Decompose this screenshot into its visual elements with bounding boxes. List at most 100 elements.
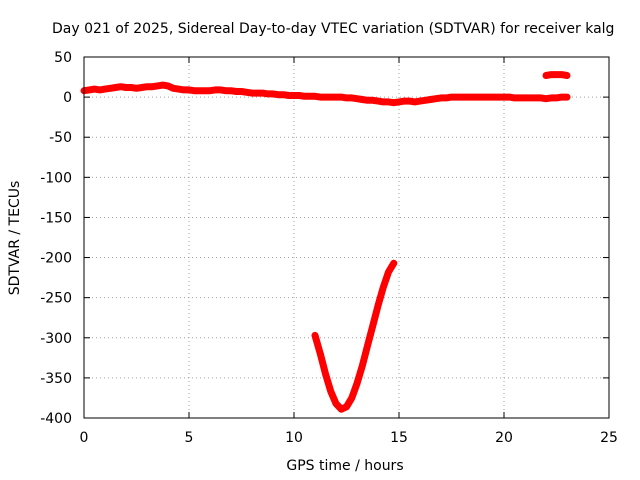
data-point xyxy=(553,71,560,78)
data-point xyxy=(564,72,570,79)
y-tick-label: -100 xyxy=(40,170,72,186)
y-tick-label: -300 xyxy=(40,331,72,347)
data-point xyxy=(159,82,166,89)
plot-frame xyxy=(83,56,610,419)
data-point xyxy=(564,94,570,101)
data-point xyxy=(327,388,334,395)
data-point xyxy=(390,99,397,106)
data-point xyxy=(553,94,560,101)
data-point xyxy=(453,94,460,101)
data-point xyxy=(249,90,255,97)
data-point xyxy=(154,82,161,89)
data-point xyxy=(270,90,276,97)
data-point xyxy=(548,71,555,78)
data-point xyxy=(490,94,497,101)
x-tick-label: 10 xyxy=(285,430,303,446)
data-point xyxy=(217,86,224,93)
data-point xyxy=(327,94,334,101)
data-point xyxy=(506,94,513,101)
data-point xyxy=(296,92,303,99)
y-tick-label: 0 xyxy=(63,90,72,106)
data-point xyxy=(259,90,266,97)
data-point xyxy=(474,94,481,101)
data-point xyxy=(343,403,350,410)
data-point xyxy=(522,94,528,101)
data-point xyxy=(469,94,476,101)
data-point xyxy=(406,98,413,105)
data-point xyxy=(312,332,318,339)
data-point xyxy=(186,86,192,93)
data-point xyxy=(238,88,245,95)
data-point xyxy=(396,98,402,105)
data-point xyxy=(401,98,408,105)
data-point xyxy=(359,362,366,369)
data-point xyxy=(102,86,108,93)
data-point xyxy=(117,83,124,90)
y-tick-label: -350 xyxy=(40,371,72,387)
data-point xyxy=(480,94,486,101)
x-tick-label: 20 xyxy=(495,430,513,446)
data-point xyxy=(532,94,539,101)
data-point xyxy=(380,98,387,105)
x-tick-label: 25 xyxy=(600,430,618,446)
data-point xyxy=(543,95,549,102)
data-point xyxy=(86,86,93,93)
data-point xyxy=(201,87,208,94)
x-tick-label: 0 xyxy=(80,430,89,446)
data-point xyxy=(149,83,156,90)
data-point xyxy=(233,88,240,95)
tick-layer: 0 5 10 15 20 25 50 0 -50 -100 -150 -200 -250 -300 -350… xyxy=(40,50,618,446)
data-point xyxy=(312,93,318,100)
data-point xyxy=(212,86,219,93)
data-point xyxy=(96,86,103,93)
data-point xyxy=(291,92,297,99)
x-axis-label: GPS time / hours xyxy=(286,458,403,474)
data-point xyxy=(369,322,376,329)
data-point xyxy=(228,87,234,94)
data-point xyxy=(558,94,565,101)
data-point xyxy=(380,284,387,291)
data-point xyxy=(254,90,261,97)
data-point xyxy=(438,94,444,101)
data-point xyxy=(170,85,177,92)
data-point xyxy=(516,94,523,101)
data-point xyxy=(112,84,119,91)
data-point xyxy=(264,90,271,97)
data-point xyxy=(196,87,203,94)
data-point xyxy=(138,84,145,91)
y-tick-label: -200 xyxy=(40,251,72,267)
data-point xyxy=(165,82,171,89)
data-point xyxy=(222,87,229,94)
data-point xyxy=(207,87,213,94)
y-axis-label: SDTVAR / TECUs xyxy=(7,181,23,296)
data-point xyxy=(411,98,418,105)
y-tick-label: 50 xyxy=(54,50,72,66)
data-point xyxy=(317,94,324,101)
data-point xyxy=(459,94,465,101)
data-point xyxy=(348,394,355,401)
data-point xyxy=(133,85,140,92)
data-point xyxy=(144,83,150,90)
data-point xyxy=(343,94,350,101)
data-point xyxy=(306,93,313,100)
data-point xyxy=(369,97,376,104)
data-point xyxy=(448,94,455,101)
data-point xyxy=(123,84,129,91)
data-point xyxy=(301,93,308,100)
data-point xyxy=(322,94,329,101)
y-tick-label: -150 xyxy=(40,210,72,226)
data-point xyxy=(322,370,329,377)
data-point xyxy=(385,98,392,105)
x-tick-label: 15 xyxy=(390,430,408,446)
data-point xyxy=(375,98,381,105)
data-point xyxy=(495,94,502,101)
data-point xyxy=(443,94,450,101)
y-tick-label: -50 xyxy=(49,130,72,146)
data-point xyxy=(543,72,549,79)
data-point xyxy=(511,94,518,101)
data-point xyxy=(285,92,292,99)
data-point xyxy=(348,94,355,101)
data-point xyxy=(464,94,471,101)
data-layer xyxy=(80,71,571,413)
data-point xyxy=(280,91,287,98)
